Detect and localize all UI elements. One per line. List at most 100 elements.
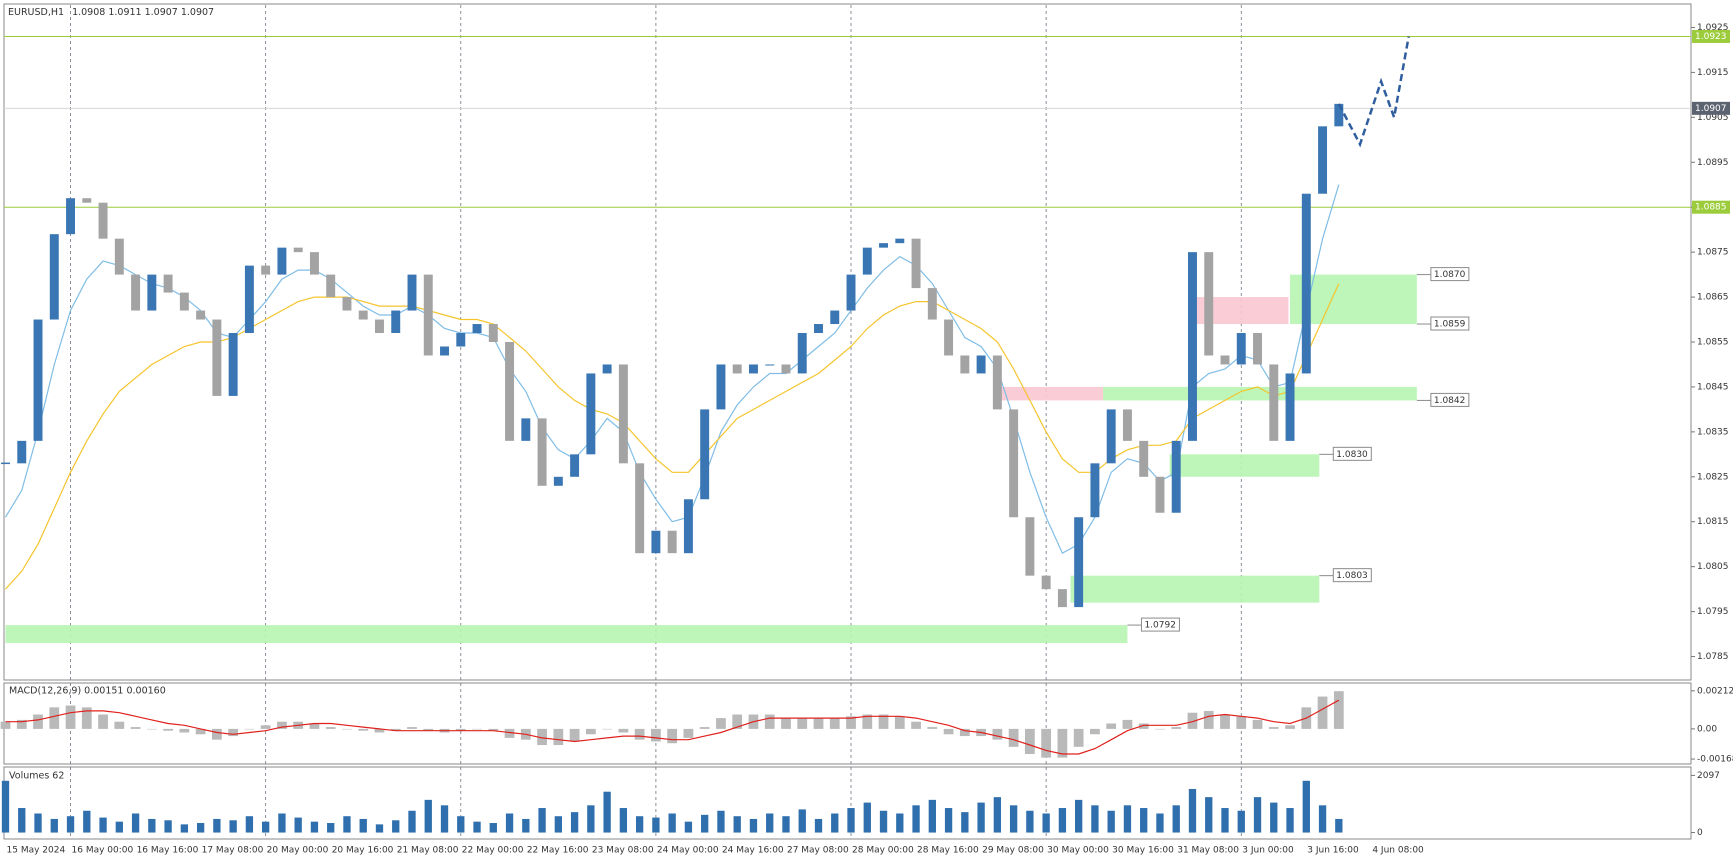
moving-average [4, 184, 1340, 555]
macd-bar [390, 728, 401, 731]
level-label-box [1332, 446, 1372, 461]
candle [228, 333, 238, 396]
macd-bar [846, 716, 856, 729]
macd-bar [1073, 728, 1084, 747]
x-tick-label: 29 May 08:00 [982, 846, 1044, 856]
macd-bar [504, 728, 515, 738]
x-tick-label: 24 May 00:00 [657, 846, 719, 856]
volume-bar [489, 823, 497, 833]
macd-bar [244, 728, 255, 730]
projection [1337, 36, 1410, 148]
volume-bar [213, 818, 221, 833]
macd-bar [1122, 719, 1133, 729]
level-label: 1.0830 [1336, 450, 1368, 460]
candle [748, 364, 758, 374]
macd-bar [1203, 710, 1214, 729]
zone [5, 625, 1128, 644]
candle [992, 355, 1002, 410]
volume-bar [1188, 788, 1197, 833]
macd-bar [1285, 725, 1295, 729]
candle [976, 355, 986, 374]
candle [683, 499, 693, 554]
volume-bar [1009, 805, 1018, 833]
macd-bar [179, 728, 190, 733]
volume-bar [1270, 802, 1278, 833]
zone [1290, 274, 1417, 325]
candle [505, 342, 515, 441]
level-label: 1.0803 [1336, 571, 1368, 581]
volume-bar [83, 810, 91, 833]
x-tick-label: 31 May 08:00 [1177, 846, 1239, 856]
zone [1070, 575, 1320, 603]
volume-bar [359, 818, 367, 833]
y-tick-label: 1.0875 [1697, 248, 1729, 258]
candle [602, 364, 612, 374]
quote: 1.0908 1.0911 1.0907 1.0907 [72, 7, 214, 18]
macd-bar [992, 728, 1003, 740]
macd-bar [407, 727, 417, 729]
candle [944, 319, 954, 356]
macd-bar [569, 728, 580, 742]
level-label: 1.0792 [1144, 621, 1176, 631]
x-tick-label: 28 May 00:00 [852, 846, 914, 856]
x-tick-label: 3 Jun 16:00 [1307, 846, 1359, 856]
candle [114, 238, 124, 275]
candle [570, 454, 580, 477]
candle [586, 373, 596, 455]
volume-bar [1, 780, 10, 833]
x-tick-label: 22 May 00:00 [462, 846, 524, 856]
macd-bar [618, 728, 629, 733]
macd-bar [829, 718, 840, 729]
candle [179, 292, 189, 311]
y-tick-label: 1.0915 [1697, 68, 1729, 78]
level-label-box [1140, 617, 1180, 632]
volume-bar [668, 813, 676, 833]
candle [862, 247, 872, 275]
candle [521, 418, 531, 441]
volume-bar [1058, 808, 1067, 833]
x-tick-label: 16 May 00:00 [72, 846, 134, 856]
macd-bar [781, 718, 791, 729]
candle [358, 310, 368, 320]
volume-bar [928, 799, 936, 833]
candle [895, 238, 905, 244]
level-label: 1.0842 [1434, 396, 1466, 406]
volume-bar [1221, 808, 1229, 833]
candle [1188, 252, 1197, 441]
volume-bar [635, 816, 644, 833]
volume-bar [408, 810, 416, 833]
candle [342, 297, 352, 311]
candle [1269, 364, 1279, 441]
y-tick-label: 1.0895 [1697, 158, 1729, 168]
axis-highlight-label: 1.0923 [1695, 32, 1727, 42]
volume-bar [245, 816, 254, 833]
zone [1169, 454, 1320, 477]
volume-bar [18, 808, 26, 833]
macd-bar [1236, 716, 1247, 729]
macd-bar [260, 725, 271, 729]
x-tick-label: 21 May 08:00 [397, 846, 459, 856]
volume-bar [1156, 813, 1164, 833]
volume-bar [1253, 797, 1262, 833]
candle [797, 333, 807, 374]
macd-bar [195, 728, 206, 735]
candle [879, 243, 889, 248]
x-tick-label: 24 May 16:00 [722, 846, 784, 856]
x-tick-label: 15 May 2024 [7, 846, 66, 856]
y-tick-label: 1.0785 [1697, 652, 1729, 662]
volume-bar [440, 805, 449, 833]
volume-bar [879, 810, 888, 833]
x-tick-label: 16 May 16:00 [137, 846, 199, 856]
candle [456, 333, 466, 347]
macd-bar [472, 728, 482, 730]
volume-bar [1237, 810, 1245, 833]
volume-bar [619, 808, 628, 833]
macd-bar [325, 727, 336, 729]
volume-bar [993, 797, 1002, 833]
candle [66, 198, 76, 235]
y-tick-label: 1.0855 [1697, 338, 1729, 348]
level-label: 1.0859 [1434, 320, 1466, 330]
volume-bar [164, 820, 172, 833]
candle [1334, 103, 1344, 127]
level-label-box [1332, 568, 1372, 583]
